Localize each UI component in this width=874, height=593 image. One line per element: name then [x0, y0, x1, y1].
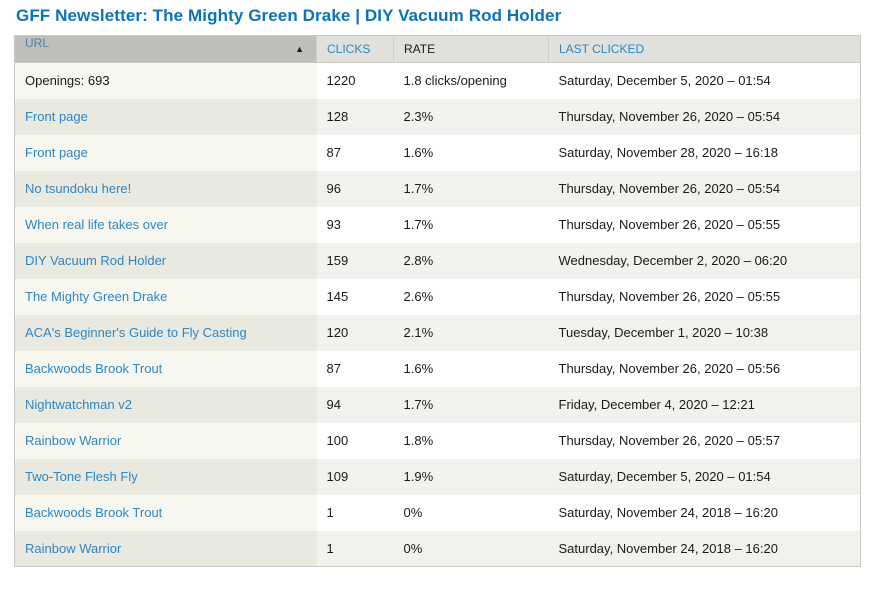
last-clicked-cell: Thursday, November 26, 2020 – 05:55	[548, 206, 861, 243]
rate-cell: 1.8%	[393, 422, 549, 459]
last-clicked-cell: Thursday, November 26, 2020 – 05:57	[548, 422, 861, 459]
last-clicked-cell: Saturday, December 5, 2020 – 01:54	[548, 458, 861, 495]
rate-cell: 1.6%	[393, 134, 549, 171]
rate-cell: 2.1%	[393, 314, 549, 351]
column-header-clicks-link[interactable]: CLICKS	[327, 42, 371, 56]
last-clicked-cell: Thursday, November 26, 2020 – 05:56	[548, 350, 861, 387]
table-row: The Mighty Green Drake 145 2.6% Thursday, N…	[14, 278, 861, 315]
clicks-cell: 87	[316, 350, 394, 387]
table-row: Openings: 693 1220 1.8 clicks/opening Satur…	[14, 62, 861, 99]
clicks-cell: 87	[316, 134, 394, 171]
clicks-cell: 93	[316, 206, 394, 243]
rate-cell: 1.7%	[393, 386, 549, 423]
url-cell: The Mighty Green Drake	[14, 278, 317, 315]
table-row: Rainbow Warrior 1 0% Saturday, November 24,…	[14, 530, 861, 567]
rate-cell: 1.8 clicks/opening	[393, 62, 549, 99]
last-clicked-cell: Tuesday, December 1, 2020 – 10:38	[548, 314, 861, 351]
url-cell: Two-Tone Flesh Fly	[14, 458, 317, 495]
table-row: ACA's Beginner's Guide to Fly Casting 120…	[14, 314, 861, 351]
last-clicked-cell: Thursday, November 26, 2020 – 05:55	[548, 278, 861, 315]
clicks-cell: 159	[316, 242, 394, 279]
url-link[interactable]: Nightwatchman v2	[25, 397, 132, 412]
clicks-cell: 94	[316, 386, 394, 423]
clicks-cell: 145	[316, 278, 394, 315]
rate-cell: 0%	[393, 530, 549, 567]
rate-cell: 1.7%	[393, 170, 549, 207]
url-cell: Backwoods Brook Trout	[14, 350, 317, 387]
clicks-cell: 100	[316, 422, 394, 459]
clicks-cell: 128	[316, 98, 394, 135]
url-link[interactable]: ACA's Beginner's Guide to Fly Casting	[25, 325, 247, 340]
clicks-cell: 109	[316, 458, 394, 495]
rate-cell: 2.3%	[393, 98, 549, 135]
last-clicked-cell: Saturday, November 24, 2018 – 16:20	[548, 494, 861, 531]
rate-cell: 2.6%	[393, 278, 549, 315]
page-title: GFF Newsletter: The Mighty Green Drake |…	[16, 6, 562, 25]
column-header-clicks[interactable]: CLICKS	[316, 35, 394, 63]
rate-cell: 0%	[393, 494, 549, 531]
last-clicked-cell: Saturday, November 28, 2020 – 16:18	[548, 134, 861, 171]
url-link[interactable]: Front page	[25, 109, 88, 124]
url-link[interactable]: No tsundoku here!	[25, 181, 132, 196]
column-header-url[interactable]: URL ▲	[14, 35, 317, 63]
last-clicked-cell: Friday, December 4, 2020 – 12:21	[548, 386, 861, 423]
clicks-cell: 96	[316, 170, 394, 207]
url-cell: Openings: 693	[14, 62, 317, 99]
table-header-row: URL ▲ CLICKS RATE LAST CLICKED	[14, 35, 861, 63]
last-clicked-cell: Wednesday, December 2, 2020 – 06:20	[548, 242, 861, 279]
url-link[interactable]: Two-Tone Flesh Fly	[25, 469, 138, 484]
clicks-cell: 1	[316, 530, 394, 567]
last-clicked-cell: Thursday, November 26, 2020 – 05:54	[548, 170, 861, 207]
url-link[interactable]: Rainbow Warrior	[25, 540, 122, 556]
table-row: Nightwatchman v2 94 1.7% Friday, December 4…	[14, 386, 861, 423]
url-link[interactable]: When real life takes over	[25, 217, 169, 232]
table-row: Backwoods Brook Trout 1 0% Saturday, Novemb…	[14, 494, 861, 531]
table-row: Backwoods Brook Trout 87 1.6% Thursday, Nov…	[14, 350, 861, 387]
last-clicked-cell: Saturday, November 24, 2018 – 16:20	[548, 530, 861, 567]
clicks-cell: 120	[316, 314, 394, 351]
url-cell: Backwoods Brook Trout	[14, 494, 317, 531]
rate-cell: 2.8%	[393, 242, 549, 279]
url-link[interactable]: Front page	[25, 145, 88, 160]
url-cell: Front page	[14, 98, 317, 135]
table-row: Front page 128 2.3% Thursday, November 26, …	[14, 98, 861, 135]
last-clicked-cell: Thursday, November 26, 2020 – 05:54	[548, 98, 861, 135]
url-cell: No tsundoku here!	[14, 170, 317, 207]
column-header-rate: RATE	[393, 35, 549, 63]
table-row: No tsundoku here! 96 1.7% Thursday, Novembe…	[14, 170, 861, 207]
column-header-last-clicked[interactable]: LAST CLICKED	[548, 35, 861, 63]
url-cell: DIY Vacuum Rod Holder	[14, 242, 317, 279]
url-link[interactable]: Backwoods Brook Trout	[25, 505, 163, 520]
url-cell: Nightwatchman v2	[14, 386, 317, 423]
url-link[interactable]: Rainbow Warrior	[25, 433, 122, 448]
url-cell: Front page	[14, 134, 317, 171]
url-link[interactable]: DIY Vacuum Rod Holder	[25, 253, 167, 268]
table-row: Rainbow Warrior 100 1.8% Thursday, November…	[14, 422, 861, 459]
url-link[interactable]: The Mighty Green Drake	[25, 289, 168, 304]
table-body: Openings: 693 1220 1.8 clicks/opening Satur…	[14, 62, 861, 567]
clicks-cell: 1220	[316, 62, 394, 99]
sort-ascending-icon: ▲	[295, 44, 304, 54]
url-cell: ACA's Beginner's Guide to Fly Casting	[14, 314, 317, 351]
rate-cell: 1.9%	[393, 458, 549, 495]
url-cell: Rainbow Warrior	[14, 422, 317, 459]
newsletter-stats-table: URL ▲ CLICKS RATE LAST CLICKED Openings:…	[14, 35, 861, 567]
url-cell: When real life takes over	[14, 206, 317, 243]
table-row: DIY Vacuum Rod Holder 159 2.8% Wednesday, D…	[14, 242, 861, 279]
url-cell: Rainbow Warrior	[14, 530, 317, 567]
rate-cell: 1.7%	[393, 206, 549, 243]
table-row: When real life takes over 93 1.7% Thursday,…	[14, 206, 861, 243]
last-clicked-cell: Saturday, December 5, 2020 – 01:54	[548, 62, 861, 99]
url-link[interactable]: Backwoods Brook Trout	[25, 361, 163, 376]
table-row: Two-Tone Flesh Fly 109 1.9% Saturday, Decem…	[14, 458, 861, 495]
table-row: Front page 87 1.6% Saturday, November 28, 2…	[14, 134, 861, 171]
clicks-cell: 1	[316, 494, 394, 531]
column-header-rate-label: RATE	[404, 42, 436, 56]
column-header-url-link[interactable]: URL	[25, 36, 50, 50]
column-header-last-clicked-link[interactable]: LAST CLICKED	[559, 42, 645, 56]
rate-cell: 1.6%	[393, 350, 549, 387]
page: GFF Newsletter: The Mighty Green Drake |…	[14, 6, 861, 567]
